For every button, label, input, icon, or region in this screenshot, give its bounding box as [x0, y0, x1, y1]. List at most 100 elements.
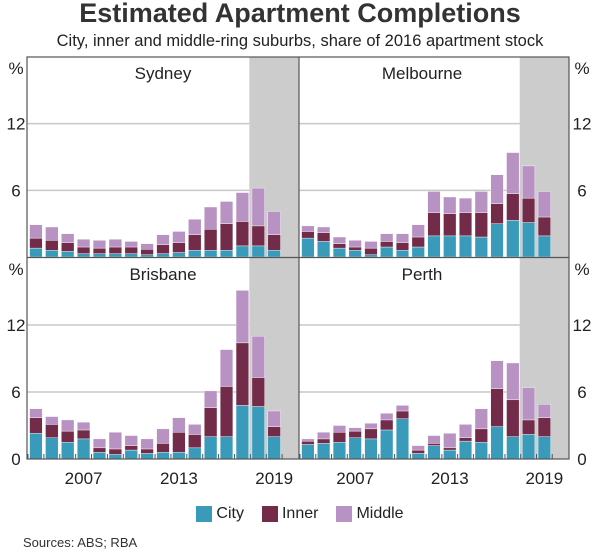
bar-perth-2011-middle: [411, 445, 425, 451]
bar-melbourne-2019-city: [537, 235, 551, 258]
bar-sydney-2008-city: [92, 253, 107, 258]
bar-melbourne-2016-city: [490, 223, 504, 258]
bar-melbourne-2016-middle: [490, 174, 504, 204]
bar-perth-2012-city: [427, 445, 441, 460]
bar-sydney-2005-inner: [45, 240, 59, 251]
bar-brisbane-2013-middle: [172, 417, 186, 433]
bar-perth-2012-middle: [427, 435, 441, 444]
bar-brisbane-2015-city: [204, 436, 218, 460]
bar-melbourne-2009-inner: [380, 241, 394, 248]
bar-perth-2009-inner: [380, 419, 394, 431]
bar-melbourne-2017-city: [506, 220, 520, 258]
bar-perth-2014-city: [459, 440, 473, 460]
bar-sydney-2006-inner: [61, 242, 75, 252]
bar-perth-2007-city: [348, 437, 362, 460]
legend-swatch-middle: [336, 506, 353, 522]
bar-brisbane-2004-inner: [29, 417, 43, 434]
legend-item-city: City: [196, 505, 244, 523]
bar-brisbane-2009-middle: [108, 432, 122, 450]
bar-sydney-2019-city: [267, 250, 281, 258]
bar-perth-2017-city: [506, 436, 520, 460]
bar-perth-2011-city: [411, 453, 425, 460]
bar-sydney-2017-middle: [235, 192, 249, 222]
bar-perth-2018-inner: [522, 419, 536, 435]
bar-melbourne-2011-middle: [411, 224, 425, 238]
bar-brisbane-2008-inner: [92, 447, 107, 453]
bar-brisbane-2019-city: [267, 436, 281, 460]
bar-brisbane-2005-city: [45, 437, 59, 460]
bar-brisbane-2014-city: [188, 447, 202, 460]
bar-sydney-2004-inner: [29, 237, 43, 249]
x-tick-label-2019: 2019: [255, 469, 293, 488]
bar-melbourne-2010-middle: [395, 233, 409, 243]
bar-melbourne-2005-middle: [317, 226, 331, 233]
chart-canvas: Sydney Melbourne Brisbane 2007 2013 2019 Perth…: [7, 56, 592, 488]
y-unit-label: %: [574, 260, 589, 279]
y-tick-label-12: 12: [573, 115, 592, 134]
bar-sydney-2014-city: [188, 250, 202, 258]
bar-sydney-2010-inner: [124, 246, 138, 254]
x-tick-label-2019: 2019: [525, 469, 563, 488]
x-tick-label-2007: 2007: [65, 469, 103, 488]
bar-brisbane-2006-middle: [61, 419, 75, 432]
panel-title-sydney: Sydney: [135, 64, 192, 83]
bar-perth-2009-city: [380, 429, 394, 460]
bar-brisbane-2005-inner: [45, 424, 59, 438]
bar-melbourne-2015-inner: [474, 212, 488, 238]
bar-brisbane-2009-city: [108, 454, 122, 460]
legend: City Inner Middle: [0, 505, 600, 523]
bar-sydney-2009-city: [108, 253, 122, 258]
bar-brisbane-2004-city: [29, 433, 43, 460]
legend-swatch-city: [196, 506, 213, 522]
bar-brisbane-2012-middle: [156, 428, 170, 444]
bar-perth-2016-city: [490, 426, 504, 460]
bar-sydney-2011-city: [140, 254, 154, 258]
bar-melbourne-2011-city: [411, 246, 425, 258]
source-note: Sources: ABS; RBA: [23, 535, 138, 550]
bar-brisbane-2018-middle: [251, 335, 265, 378]
bar-brisbane-2017-city: [235, 405, 249, 460]
bar-perth-2004-middle: [301, 438, 315, 442]
bar-melbourne-2014-middle: [459, 197, 473, 213]
bar-brisbane-2011-city: [140, 453, 154, 460]
bar-brisbane-2015-inner: [204, 407, 218, 437]
panel-title-perth: Perth: [402, 265, 443, 284]
bar-sydney-2016-city: [219, 250, 234, 258]
bar-brisbane-2010-middle: [124, 435, 138, 446]
bar-sydney-2004-city: [29, 247, 43, 258]
bar-melbourne-2013-inner: [443, 213, 457, 237]
bar-sydney-2018-middle: [251, 187, 265, 227]
y-tick-label-6: 6: [11, 383, 20, 402]
bar-perth-2007-middle: [348, 427, 362, 432]
legend-item-inner: Inner: [261, 505, 318, 523]
bar-brisbane-2011-middle: [140, 438, 154, 450]
y-unit-label: %: [8, 59, 23, 78]
bar-perth-2008-city: [364, 438, 378, 460]
legend-label-city: City: [216, 505, 244, 522]
bar-brisbane-2006-inner: [61, 430, 75, 443]
y-unit-label: %: [8, 260, 23, 279]
bar-sydney-2015-middle: [204, 206, 218, 230]
bar-melbourne-2012-middle: [427, 191, 441, 213]
chart-subtitle: City, inner and middle-ring suburbs, sha…: [56, 32, 544, 50]
bar-perth-2016-inner: [490, 388, 504, 427]
y-tick-label-12: 12: [7, 115, 26, 134]
bar-brisbane-2016-city: [219, 436, 234, 460]
bar-perth-2018-middle: [522, 387, 536, 421]
x-tick-label-2007: 2007: [336, 469, 374, 488]
bar-melbourne-2004-city: [301, 237, 315, 258]
bar-perth-2005-inner: [317, 438, 331, 444]
bar-sydney-2012-middle: [156, 234, 170, 245]
bar-brisbane-2018-city: [251, 406, 265, 460]
bar-brisbane-2017-inner: [235, 342, 249, 406]
bar-melbourne-2015-city: [474, 236, 488, 258]
bar-melbourne-2004-middle: [301, 225, 315, 232]
bar-sydney-2012-city: [156, 253, 170, 258]
bar-brisbane-2008-middle: [92, 438, 107, 449]
bar-melbourne-2007-inner: [348, 246, 362, 251]
bar-melbourne-2014-city: [459, 235, 473, 258]
bar-sydney-2009-inner: [108, 246, 122, 254]
bar-sydney-2019-inner: [267, 234, 281, 251]
bar-perth-2017-inner: [506, 399, 520, 437]
bar-perth-2019-city: [537, 436, 551, 460]
